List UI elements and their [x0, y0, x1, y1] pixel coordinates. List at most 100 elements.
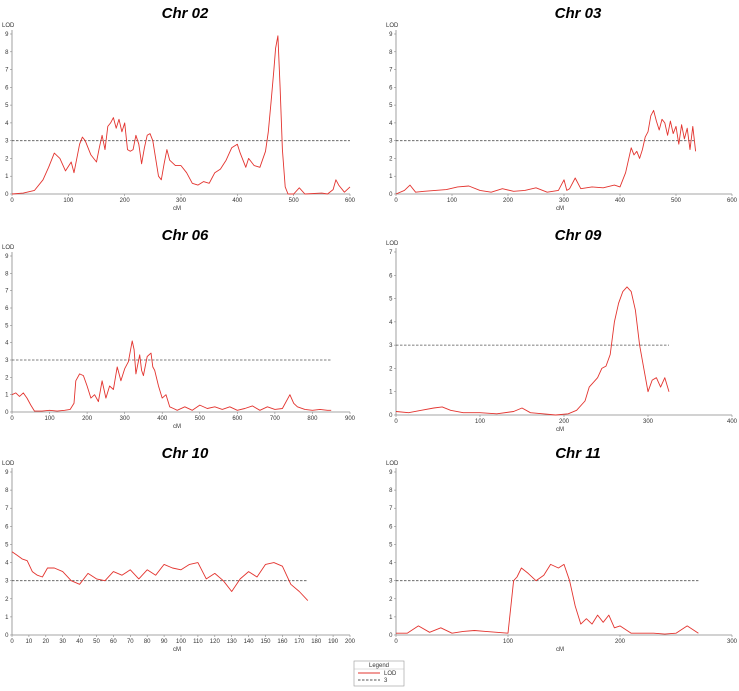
x-tick-label: 400 — [615, 198, 626, 204]
y-tick-label: 3 — [389, 343, 393, 349]
y-tick-label: 9 — [5, 32, 9, 38]
y-tick-label: 3 — [389, 139, 393, 145]
x-tick-label: 60 — [110, 639, 117, 645]
x-tick-label: 80 — [144, 639, 151, 645]
x-tick-label: 300 — [643, 419, 654, 425]
y-tick-label: 7 — [5, 289, 9, 295]
x-tick-label: 400 — [157, 416, 168, 422]
chart-title: Chr 03 — [555, 5, 602, 22]
x-tick-label: 150 — [260, 639, 271, 645]
y-axis-label: LOD — [386, 23, 399, 29]
y-tick-label: 3 — [5, 358, 9, 364]
y-tick-label: 2 — [389, 156, 393, 162]
x-tick-label: 40 — [76, 639, 83, 645]
y-tick-label: 6 — [5, 85, 9, 91]
x-tick-label: 0 — [394, 198, 398, 204]
y-tick-label: 8 — [389, 488, 393, 494]
x-tick-label: 130 — [227, 639, 238, 645]
y-tick-label: 0 — [5, 410, 9, 416]
y-tick-label: 0 — [389, 192, 393, 198]
x-tick-label: 90 — [161, 639, 168, 645]
chart-title: Chr 09 — [555, 227, 602, 244]
chart-panel-3: Chr 06 LOD 0 1 2 3 4 5 6 7 8 9 0 100 200 300 400 500 600 70… — [2, 227, 356, 430]
x-tick-label: 500 — [671, 198, 682, 204]
chart-title: Chr 06 — [162, 227, 209, 244]
y-tick-label: 4 — [5, 121, 9, 127]
x-tick-label: 0 — [10, 639, 14, 645]
x-tick-label: 400 — [232, 198, 243, 204]
legend-item-label: LOD — [384, 671, 397, 677]
x-tick-label: 300 — [727, 639, 738, 645]
y-tick-label: 0 — [389, 633, 393, 639]
y-tick-label: 9 — [5, 254, 9, 260]
legend-title: Legend — [369, 663, 389, 669]
legend-box — [353, 660, 405, 687]
y-tick-label: 7 — [389, 506, 393, 512]
y-tick-label: 4 — [389, 320, 393, 326]
y-tick-label: 2 — [389, 597, 393, 603]
x-tick-label: 700 — [270, 416, 281, 422]
x-tick-label: 200 — [559, 419, 570, 425]
x-tick-label: 600 — [727, 198, 738, 204]
y-tick-label: 1 — [389, 615, 393, 621]
x-axis-label: cM — [556, 647, 564, 653]
y-axis-label: LOD — [2, 461, 15, 467]
x-tick-label: 120 — [210, 639, 221, 645]
x-axis-label: cM — [556, 427, 564, 433]
x-tick-label: 180 — [311, 639, 322, 645]
y-tick-label: 6 — [389, 524, 393, 530]
lod-series-line — [395, 286, 670, 416]
x-tick-label: 300 — [120, 416, 131, 422]
y-tick-label: 2 — [389, 366, 393, 372]
y-tick-label: 5 — [389, 542, 393, 548]
y-tick-label: 9 — [389, 470, 393, 476]
x-tick-label: 0 — [394, 639, 398, 645]
x-tick-label: 200 — [345, 639, 356, 645]
x-tick-label: 190 — [328, 639, 339, 645]
x-tick-label: 20 — [42, 639, 49, 645]
y-tick-label: 2 — [5, 375, 9, 381]
legend-item-label: 3 — [384, 678, 388, 684]
x-tick-label: 400 — [727, 419, 738, 425]
y-tick-label: 6 — [389, 85, 393, 91]
y-tick-label: 4 — [389, 121, 393, 127]
lod-series-line — [395, 109, 697, 195]
x-tick-label: 100 — [503, 639, 514, 645]
lod-series-line — [396, 563, 699, 635]
y-tick-label: 7 — [5, 68, 9, 74]
y-tick-label: 2 — [5, 156, 9, 162]
y-tick-label: 2 — [5, 597, 9, 603]
y-tick-label: 5 — [5, 542, 9, 548]
x-tick-label: 0 — [10, 416, 14, 422]
y-tick-label: 5 — [389, 103, 393, 109]
y-tick-label: 5 — [389, 297, 393, 303]
y-tick-label: 5 — [5, 103, 9, 109]
x-tick-label: 100 — [447, 198, 458, 204]
y-tick-label: 1 — [389, 174, 393, 180]
y-tick-label: 4 — [5, 561, 9, 567]
y-tick-label: 7 — [389, 250, 393, 256]
y-axis-label: LOD — [386, 461, 399, 467]
y-tick-label: 8 — [5, 271, 9, 277]
y-tick-label: 1 — [5, 615, 9, 621]
y-tick-label: 9 — [5, 470, 9, 476]
x-tick-label: 100 — [176, 639, 187, 645]
y-tick-label: 6 — [5, 306, 9, 312]
x-axis-label: cM — [556, 206, 564, 212]
y-axis-label: LOD — [386, 241, 399, 247]
x-tick-label: 300 — [176, 198, 187, 204]
x-tick-label: 10 — [26, 639, 33, 645]
y-tick-label: 0 — [5, 633, 9, 639]
x-tick-label: 30 — [59, 639, 66, 645]
x-tick-label: 0 — [10, 198, 14, 204]
chart-panel-2: Chr 03 LOD 0 1 2 3 4 5 6 7 8 9 0 100 200 300 400 500 600 cM — [386, 5, 738, 212]
x-tick-label: 110 — [193, 639, 203, 645]
x-axis-label: cM — [173, 647, 181, 653]
y-tick-label: 3 — [5, 139, 9, 145]
y-tick-label: 3 — [389, 579, 393, 585]
chart-panel-6: Chr 11 LOD 0 1 2 3 4 5 6 7 8 9 0 100 200 300 cM — [386, 445, 738, 653]
lod-series-line — [11, 551, 309, 601]
